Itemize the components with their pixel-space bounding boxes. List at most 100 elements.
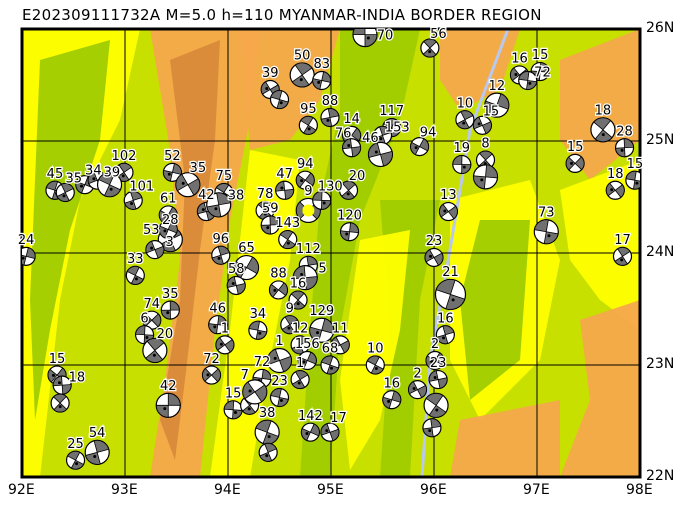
focal-mechanism[interactable] bbox=[423, 392, 449, 418]
focal-mechanism[interactable] bbox=[452, 154, 472, 175]
focal-mechanism[interactable] bbox=[290, 335, 310, 355]
focal-mechanism[interactable] bbox=[533, 219, 559, 245]
focal-mechanism[interactable] bbox=[288, 290, 308, 310]
focal-mechanism[interactable] bbox=[484, 92, 510, 118]
focal-mechanism[interactable] bbox=[226, 275, 246, 296]
compression-quadrant bbox=[211, 254, 224, 265]
focal-mechanism[interactable] bbox=[254, 419, 280, 445]
focal-mechanism[interactable] bbox=[84, 439, 110, 465]
focal-mechanism[interactable] bbox=[125, 265, 145, 285]
focal-mechanism[interactable] bbox=[96, 172, 123, 198]
focal-mechanism[interactable] bbox=[114, 162, 134, 182]
focal-mechanism[interactable] bbox=[382, 390, 402, 410]
focal-mechanism[interactable] bbox=[278, 229, 298, 250]
focal-mechanism[interactable] bbox=[312, 190, 332, 210]
compression-quadrant bbox=[295, 335, 309, 346]
focal-mechanism[interactable] bbox=[614, 138, 635, 158]
p-axis-marker bbox=[92, 177, 96, 181]
focal-mechanism[interactable] bbox=[280, 315, 300, 335]
focal-mechanism[interactable] bbox=[123, 190, 143, 210]
focal-mechanism[interactable] bbox=[158, 219, 178, 240]
focal-mechanism[interactable] bbox=[258, 442, 278, 462]
event-label: 83 bbox=[313, 57, 330, 72]
focal-mechanism[interactable] bbox=[248, 320, 268, 340]
focal-mechanism[interactable] bbox=[472, 115, 493, 135]
focal-mechanism[interactable] bbox=[50, 393, 70, 413]
focal-mechanism[interactable] bbox=[215, 335, 235, 355]
p-axis-marker bbox=[22, 256, 25, 260]
focal-mechanism[interactable] bbox=[320, 107, 340, 128]
focal-mechanism[interactable] bbox=[309, 317, 335, 343]
focal-mechanism[interactable] bbox=[290, 369, 310, 390]
event-label: 38 bbox=[228, 189, 245, 204]
focal-mechanism[interactable] bbox=[275, 180, 295, 200]
focal-mechanism[interactable] bbox=[407, 380, 428, 400]
focal-mechanism[interactable] bbox=[297, 350, 317, 371]
focal-mechanism[interactable] bbox=[260, 215, 280, 235]
compression-quadrant bbox=[25, 247, 36, 260]
focal-mechanism[interactable] bbox=[208, 315, 228, 335]
focal-mechanism[interactable] bbox=[367, 141, 394, 168]
focal-mechanism[interactable] bbox=[605, 180, 625, 200]
focal-mechanism[interactable] bbox=[472, 164, 499, 190]
focal-mechanism[interactable] bbox=[438, 201, 459, 222]
focal-mechanism[interactable] bbox=[65, 450, 86, 470]
focal-mechanism[interactable] bbox=[425, 350, 445, 371]
focal-mechanism[interactable] bbox=[292, 265, 318, 291]
focal-mechanism[interactable] bbox=[269, 89, 290, 110]
p-axis-marker bbox=[300, 179, 304, 183]
focal-mechanism[interactable] bbox=[530, 61, 550, 82]
focal-mechanism[interactable] bbox=[625, 170, 644, 190]
focal-mechanism[interactable] bbox=[565, 153, 585, 173]
focal-mechanism[interactable] bbox=[434, 278, 467, 311]
focal-mechanism[interactable] bbox=[289, 62, 315, 88]
focal-mechanism[interactable] bbox=[233, 254, 260, 281]
focal-mechanism[interactable] bbox=[295, 170, 315, 190]
focal-mechanism[interactable] bbox=[422, 418, 442, 438]
focal-mechanism[interactable] bbox=[55, 182, 75, 203]
focal-mechanism[interactable] bbox=[338, 180, 359, 200]
compression-quadrant bbox=[309, 326, 323, 343]
focal-mechanism[interactable] bbox=[201, 365, 222, 385]
compression-quadrant bbox=[158, 225, 169, 239]
compression-quadrant bbox=[277, 282, 288, 297]
focal-mechanism[interactable] bbox=[312, 70, 332, 91]
focal-mechanism[interactable] bbox=[206, 192, 232, 218]
focal-mechanism[interactable] bbox=[175, 172, 201, 198]
focal-mechanism[interactable] bbox=[266, 347, 293, 374]
compression-quadrant bbox=[210, 368, 221, 383]
focal-mechanism[interactable] bbox=[612, 246, 633, 266]
focal-mechanism[interactable] bbox=[455, 110, 475, 130]
focal-mechanism[interactable] bbox=[320, 422, 340, 442]
focal-mechanism[interactable] bbox=[428, 369, 448, 390]
focal-mechanism[interactable] bbox=[365, 355, 385, 375]
focal-mechanism[interactable] bbox=[268, 280, 289, 300]
focal-mechanism[interactable] bbox=[298, 115, 318, 135]
focal-mechanism[interactable] bbox=[300, 422, 320, 442]
focal-mechanism[interactable] bbox=[518, 70, 538, 91]
focal-mechanism[interactable] bbox=[590, 117, 616, 143]
focal-mechanism[interactable] bbox=[162, 162, 182, 182]
focal-mechanism[interactable] bbox=[145, 240, 165, 260]
focal-mechanism[interactable] bbox=[158, 205, 178, 225]
focal-mechanism[interactable] bbox=[269, 387, 290, 408]
focal-mechanism[interactable] bbox=[420, 38, 440, 58]
focal-mechanism[interactable] bbox=[342, 138, 362, 158]
focal-mechanism[interactable] bbox=[424, 247, 444, 268]
focal-mechanism[interactable] bbox=[17, 246, 36, 266]
focal-mechanism[interactable] bbox=[339, 222, 360, 242]
event-label: 61 bbox=[160, 192, 177, 207]
focal-mechanism[interactable] bbox=[155, 392, 181, 418]
focal-mechanism[interactable] bbox=[142, 337, 168, 364]
focal-mechanism[interactable] bbox=[52, 375, 72, 395]
focal-mechanism[interactable] bbox=[409, 137, 430, 157]
focal-mechanism[interactable] bbox=[352, 23, 378, 48]
compression-quadrant bbox=[270, 388, 282, 398]
focal-mechanism[interactable] bbox=[223, 400, 243, 420]
focal-mechanism[interactable] bbox=[330, 335, 350, 355]
focal-mechanism[interactable] bbox=[435, 325, 455, 345]
focal-mechanism[interactable] bbox=[242, 379, 268, 405]
focal-mechanism[interactable] bbox=[320, 355, 340, 375]
focal-mechanism[interactable] bbox=[160, 300, 180, 320]
focal-mechanism[interactable] bbox=[211, 245, 231, 265]
